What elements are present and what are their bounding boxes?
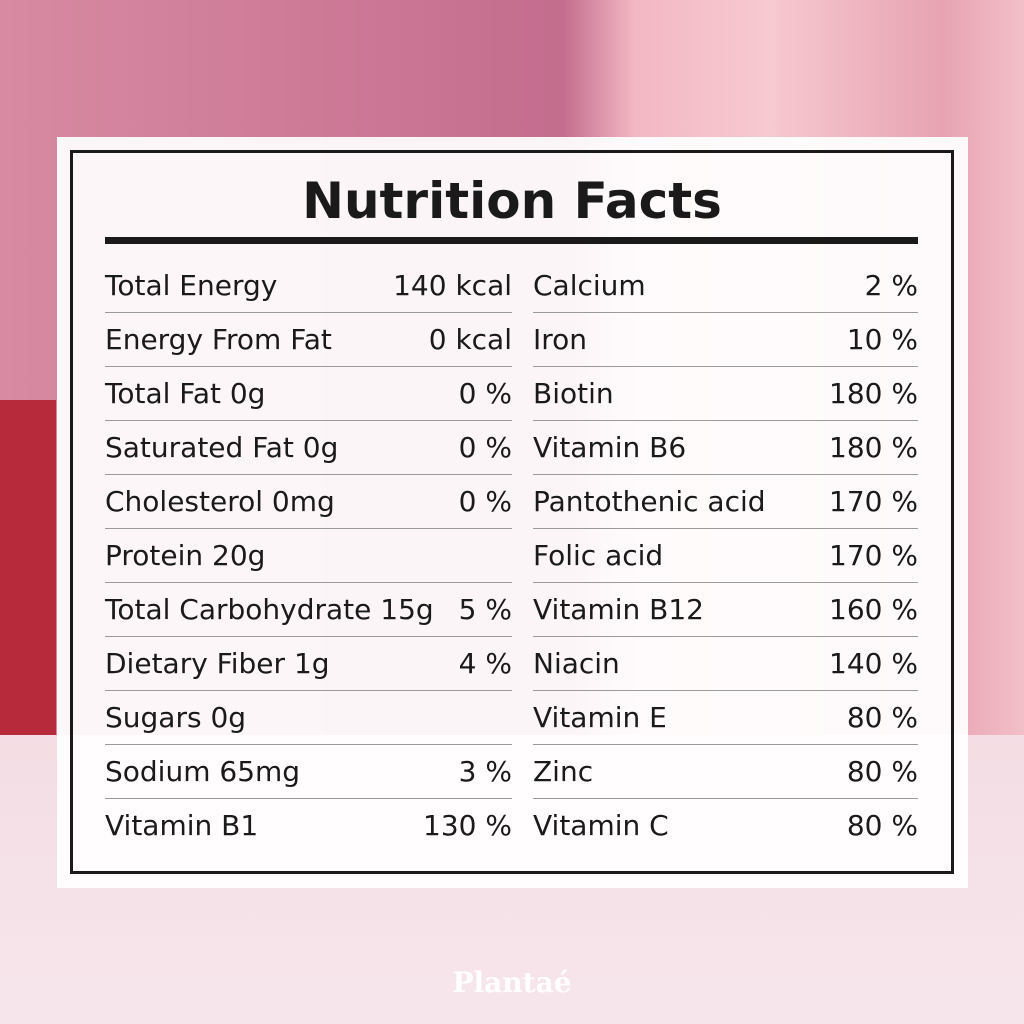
nutrient-label: Sugars 0g	[105, 701, 247, 734]
nutrient-row: Sugars 0g	[105, 691, 512, 745]
nutrient-label: Total Carbohydrate 15g	[105, 593, 434, 626]
nutrient-value: 80 %	[846, 701, 918, 734]
nutrient-row: Dietary Fiber 1g 4 %	[105, 637, 512, 691]
nutrient-row: Zinc 80 %	[533, 745, 918, 799]
nutrient-value: 140 kcal	[393, 269, 512, 302]
nutrient-label: Niacin	[533, 647, 620, 680]
nutrient-row: Total Fat 0g 0 %	[105, 367, 512, 421]
nutrient-row: Vitamin B12 160 %	[533, 583, 918, 637]
nutrient-row: Vitamin B1 130 %	[105, 799, 512, 853]
nutrient-label: Energy From Fat	[105, 323, 332, 356]
nutrient-row: Total Carbohydrate 15g 5 %	[105, 583, 512, 637]
title-rule	[105, 237, 918, 244]
nutrient-row: Niacin 140 %	[533, 637, 918, 691]
nutrient-label: Protein 20g	[105, 539, 266, 572]
nutrient-row: Energy From Fat 0 kcal	[105, 313, 512, 367]
nutrient-row: Sodium 65mg 3 %	[105, 745, 512, 799]
nutrient-value: 0 kcal	[428, 323, 512, 356]
panel	[57, 137, 968, 888]
nutrient-value: 160 %	[829, 593, 918, 626]
title: Nutrition Facts	[302, 172, 722, 230]
nutrient-value: 4 %	[458, 647, 512, 680]
nutrient-value: 180 %	[829, 377, 918, 410]
nutrient-value: 0 %	[458, 485, 512, 518]
nutrient-label: Vitamin B6	[533, 431, 687, 464]
nutrient-row: Pantothenic acid 170 %	[533, 475, 918, 529]
brand: Plantaé	[452, 966, 572, 999]
frame	[70, 150, 954, 874]
nutrient-value: 3 %	[458, 755, 512, 788]
nutrient-row: Vitamin C 80 %	[533, 799, 918, 853]
nutrient-label: Vitamin B12	[533, 593, 704, 626]
nutrient-value: 80 %	[846, 809, 918, 842]
right-column: Calcium 2 % Iron 10 % Biotin 180 % Vitamin B6 1…	[533, 259, 918, 853]
nutrient-label: Calcium	[533, 269, 646, 302]
nutrient-value: 5 %	[458, 593, 512, 626]
nutrient-label: Vitamin B1	[105, 809, 259, 842]
nutrient-row: Biotin 180 %	[533, 367, 918, 421]
nutrient-row: Total Energy 140 kcal	[105, 259, 512, 313]
nutrient-value: 170 %	[829, 485, 918, 518]
nutrient-value: 170 %	[829, 539, 918, 572]
nutrient-label: Sodium 65mg	[105, 755, 301, 788]
nutrient-label: Saturated Fat 0g	[105, 431, 339, 464]
nutrient-row: Iron 10 %	[533, 313, 918, 367]
nutrient-row: Saturated Fat 0g 0 %	[105, 421, 512, 475]
nutrient-row: Vitamin E 80 %	[533, 691, 918, 745]
nutrient-row: Calcium 2 %	[533, 259, 918, 313]
nutrient-value: 130 %	[423, 809, 512, 842]
nutrient-label: Vitamin E	[533, 701, 667, 734]
nutrient-label: Vitamin C	[533, 809, 669, 842]
nutrient-row: Folic acid 170 %	[533, 529, 918, 583]
nutrient-value: 0 %	[458, 431, 512, 464]
nutrient-row: Cholesterol 0mg 0 %	[105, 475, 512, 529]
nutrient-value: 2 %	[864, 269, 918, 302]
nutrient-label: Biotin	[533, 377, 614, 410]
nutrient-label: Zinc	[533, 755, 594, 788]
left-column: Total Energy 140 kcal Energy From Fat 0 kca…	[105, 259, 512, 853]
nutrient-label: Folic acid	[533, 539, 664, 572]
nutrient-value: 80 %	[846, 755, 918, 788]
nutrient-value: 180 %	[829, 431, 918, 464]
nutrient-value: 10 %	[846, 323, 918, 356]
nutrient-label: Dietary Fiber 1g	[105, 647, 330, 680]
nutrient-label: Cholesterol 0mg	[105, 485, 335, 518]
nutrient-value: 140 %	[829, 647, 918, 680]
nutrient-value: 0 %	[458, 377, 512, 410]
nutrient-label: Iron	[533, 323, 588, 356]
nutrient-row: Vitamin B6 180 %	[533, 421, 918, 475]
nutrient-label: Total Fat 0g	[105, 377, 266, 410]
background-block	[0, 400, 56, 735]
nutrient-label: Pantothenic acid	[533, 485, 766, 518]
nutrient-row: Protein 20g	[105, 529, 512, 583]
nutrient-label: Total Energy	[105, 269, 278, 302]
